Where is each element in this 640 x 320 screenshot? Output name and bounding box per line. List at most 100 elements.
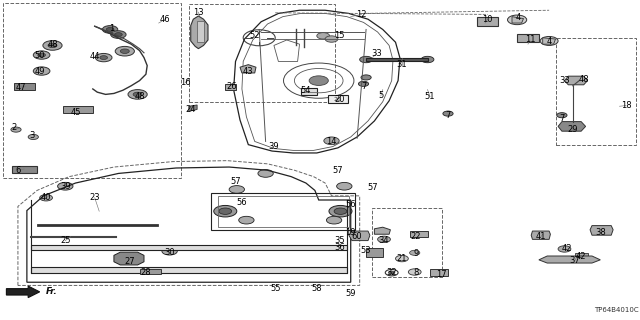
Polygon shape xyxy=(63,106,93,113)
Text: 22: 22 xyxy=(411,232,421,241)
Text: 56: 56 xyxy=(237,198,247,207)
Text: 33: 33 xyxy=(559,76,570,85)
Polygon shape xyxy=(12,166,37,173)
Circle shape xyxy=(317,33,330,39)
Text: Fr.: Fr. xyxy=(46,287,58,296)
Circle shape xyxy=(540,36,558,45)
Text: 5: 5 xyxy=(378,92,383,100)
Text: 1: 1 xyxy=(109,24,115,33)
Text: 35: 35 xyxy=(334,236,344,245)
Circle shape xyxy=(410,250,420,255)
Text: 11: 11 xyxy=(525,36,535,44)
Text: 23: 23 xyxy=(90,193,100,202)
Circle shape xyxy=(421,56,434,63)
Text: 6: 6 xyxy=(15,166,20,175)
Text: 54: 54 xyxy=(301,86,311,95)
Circle shape xyxy=(162,247,177,255)
Text: 20: 20 xyxy=(334,95,344,104)
Text: 29: 29 xyxy=(568,125,578,134)
Circle shape xyxy=(360,56,372,63)
Circle shape xyxy=(120,49,129,53)
Text: 18: 18 xyxy=(621,101,631,110)
Text: 57: 57 xyxy=(367,183,378,192)
Text: 56: 56 xyxy=(346,200,356,209)
Circle shape xyxy=(38,53,45,57)
Text: 33: 33 xyxy=(371,49,381,58)
Circle shape xyxy=(33,67,50,75)
Text: 9: 9 xyxy=(413,249,419,258)
Text: 24: 24 xyxy=(186,105,196,114)
Circle shape xyxy=(329,205,352,217)
Bar xyxy=(328,95,348,103)
Text: 42: 42 xyxy=(576,252,586,261)
Text: 50: 50 xyxy=(35,51,45,60)
Polygon shape xyxy=(558,122,586,131)
Polygon shape xyxy=(14,83,35,90)
Polygon shape xyxy=(225,84,236,90)
Polygon shape xyxy=(531,231,550,239)
Circle shape xyxy=(358,81,369,86)
Polygon shape xyxy=(31,267,347,273)
Polygon shape xyxy=(189,105,197,111)
Text: 13: 13 xyxy=(193,8,204,17)
Circle shape xyxy=(378,236,390,243)
Text: 60: 60 xyxy=(352,232,362,241)
Bar xyxy=(3,3,181,178)
Text: 15: 15 xyxy=(334,31,344,40)
Polygon shape xyxy=(366,58,428,61)
Text: 48: 48 xyxy=(134,92,145,101)
Text: 39: 39 xyxy=(60,182,70,191)
Text: 46: 46 xyxy=(160,15,170,24)
Circle shape xyxy=(570,77,582,84)
Text: 7: 7 xyxy=(445,111,451,120)
Polygon shape xyxy=(430,269,448,276)
Text: 31: 31 xyxy=(397,60,407,69)
Text: 4: 4 xyxy=(516,13,521,22)
Polygon shape xyxy=(410,231,428,237)
Polygon shape xyxy=(197,21,204,42)
Text: 59: 59 xyxy=(346,289,356,298)
Text: 37: 37 xyxy=(570,256,580,265)
Circle shape xyxy=(115,46,134,56)
Text: 44: 44 xyxy=(90,52,100,61)
Bar xyxy=(372,208,442,277)
Polygon shape xyxy=(590,226,613,235)
Circle shape xyxy=(396,255,408,262)
Circle shape xyxy=(324,137,339,145)
Text: 8: 8 xyxy=(413,268,419,277)
Text: 55: 55 xyxy=(270,284,280,293)
Circle shape xyxy=(95,53,112,62)
Polygon shape xyxy=(114,252,144,265)
Circle shape xyxy=(128,90,147,99)
Text: 12: 12 xyxy=(356,10,367,19)
Bar xyxy=(301,88,317,95)
Text: 53: 53 xyxy=(361,246,371,255)
Polygon shape xyxy=(366,248,383,257)
Polygon shape xyxy=(564,76,588,85)
Circle shape xyxy=(239,216,254,224)
Text: 25: 25 xyxy=(60,236,70,245)
Text: 30: 30 xyxy=(164,248,175,257)
Text: 21: 21 xyxy=(397,254,407,263)
Polygon shape xyxy=(140,269,161,274)
Circle shape xyxy=(214,205,237,217)
Circle shape xyxy=(28,134,38,140)
Text: 43: 43 xyxy=(243,67,253,76)
Text: 10: 10 xyxy=(483,15,493,24)
Polygon shape xyxy=(517,34,539,42)
Text: 48: 48 xyxy=(579,76,589,84)
Circle shape xyxy=(100,56,108,60)
Bar xyxy=(189,4,335,102)
Circle shape xyxy=(388,271,395,274)
Circle shape xyxy=(133,92,142,97)
Text: 41: 41 xyxy=(536,232,546,241)
Circle shape xyxy=(111,31,126,38)
Text: 48: 48 xyxy=(47,40,58,49)
Circle shape xyxy=(361,75,371,80)
Circle shape xyxy=(106,28,114,31)
Polygon shape xyxy=(543,38,556,44)
Text: 4: 4 xyxy=(547,37,552,46)
Text: 17: 17 xyxy=(436,270,447,279)
Circle shape xyxy=(219,208,232,214)
Text: 7: 7 xyxy=(559,114,564,123)
